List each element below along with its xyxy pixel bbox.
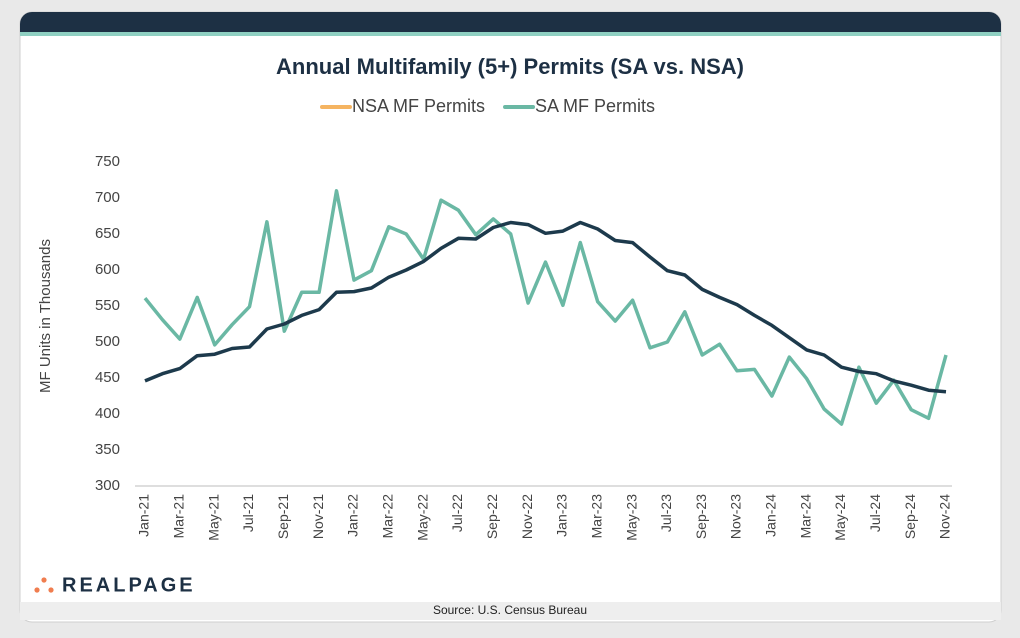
header-strip: [20, 32, 1001, 36]
x-tick-label: Sep-22: [484, 494, 500, 539]
legend-label: SA MF Permits: [535, 96, 655, 116]
legend-label: NSA MF Permits: [352, 96, 485, 116]
x-tick-label: Mar-24: [797, 494, 813, 539]
y-tick-label: 600: [95, 261, 120, 278]
y-axis-label: MF Units in Thousands: [37, 239, 54, 393]
brand: REALPAGE: [62, 574, 196, 596]
footer-bar: [20, 602, 1001, 620]
x-tick-label: Jul-22: [449, 494, 465, 532]
x-tick-label: Jan-23: [554, 494, 570, 537]
x-tick-label: Sep-21: [275, 494, 291, 539]
x-tick-label: Nov-24: [937, 494, 953, 539]
card: [19, 11, 1002, 623]
series-line: [143, 189, 948, 426]
x-tick-label: Jan-21: [136, 494, 152, 537]
source: Source: U.S. Census Bureau: [433, 603, 587, 617]
x-tick-label: Nov-21: [310, 494, 326, 539]
y-tick-label: 700: [95, 189, 120, 206]
logo-dot: [41, 577, 47, 583]
x-tick-label: Jan-22: [345, 494, 361, 537]
y-tick-label: 300: [95, 477, 120, 494]
x-tick-label: May-24: [832, 494, 848, 541]
x-tick-label: Jul-23: [658, 494, 674, 532]
y-tick-label: 650: [95, 225, 120, 242]
y-tick-label: 350: [95, 441, 120, 458]
series-line: [144, 220, 947, 394]
logo: REALPAGE: [34, 574, 196, 596]
y-tick-label: 400: [95, 405, 120, 422]
x-tick-label: May-21: [205, 494, 221, 541]
x-tick-label: Sep-24: [902, 494, 918, 539]
x-tick-label: Nov-22: [519, 494, 535, 539]
x-tick-label: Jul-21: [240, 494, 256, 532]
x-tick-label: Mar-22: [379, 494, 395, 539]
x-tick-label: Mar-21: [171, 494, 187, 539]
y-tick-label: 450: [95, 369, 120, 386]
y-tick-label: 750: [95, 153, 120, 170]
x-tick-label: May-23: [623, 494, 639, 541]
x-tick-label: Mar-23: [588, 494, 604, 539]
x-tick-label: Jan-24: [763, 494, 779, 537]
y-tick-label: 550: [95, 297, 120, 314]
x-tick-label: Sep-23: [693, 494, 709, 539]
logo-dot: [34, 587, 40, 593]
chart-title: Annual Multifamily (5+) Permits (SA vs. …: [276, 54, 744, 79]
header-bar: [20, 12, 1001, 32]
x-tick-label: Nov-23: [728, 494, 744, 539]
x-tick-label: Jul-24: [867, 494, 883, 532]
y-tick-label: 500: [95, 333, 120, 350]
logo-dot: [48, 587, 54, 593]
x-tick-label: May-22: [414, 494, 430, 541]
